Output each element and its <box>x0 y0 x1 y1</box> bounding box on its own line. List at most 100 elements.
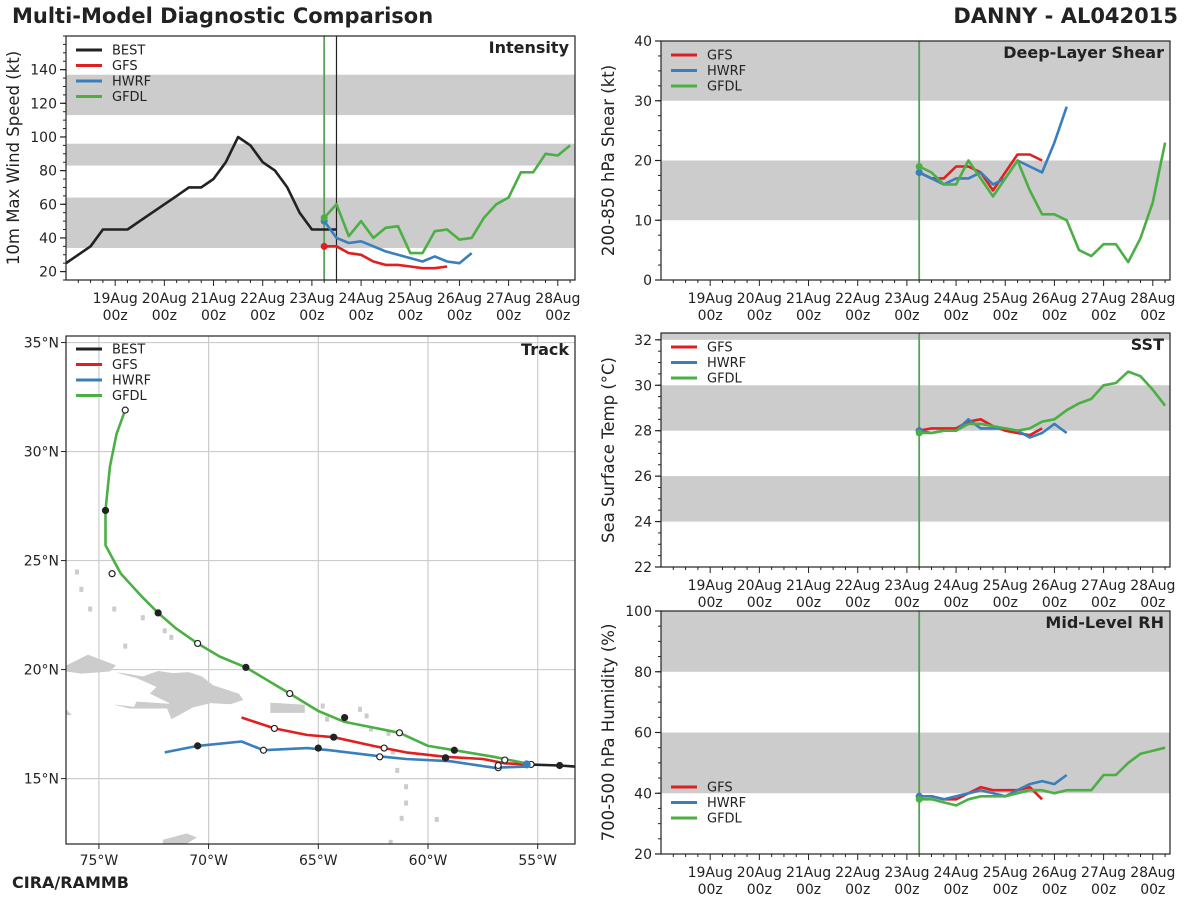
x-tick-label: 00z <box>201 308 226 324</box>
x-tick-label: 20Aug <box>142 291 187 307</box>
x-tick-label: 00z <box>398 308 423 324</box>
legend-label: BEST <box>112 343 145 358</box>
x-tick-label: 28Aug <box>1130 578 1175 594</box>
x-tick-label: 65°W <box>299 853 338 869</box>
credit-label: CIRA/RAMMB <box>12 873 129 892</box>
x-tick-label: 00z <box>698 308 723 324</box>
y-tick-label: 60 <box>39 197 57 213</box>
x-tick-label: 26Aug <box>1032 291 1077 307</box>
x-tick-label: 23Aug <box>884 865 929 881</box>
x-tick-label: 75°W <box>80 853 119 869</box>
x-tick-label: 00z <box>1042 882 1067 898</box>
series-line-gfdl <box>323 144 571 255</box>
panel-title: Mid-Level RH <box>1045 613 1164 632</box>
track-point-12z <box>270 724 279 733</box>
x-tick-label: 00z <box>845 308 870 324</box>
x-tick-label: 00z <box>993 882 1018 898</box>
series-start-point <box>320 214 328 222</box>
shaded-band <box>661 476 1170 522</box>
x-tick-label: 00z <box>796 308 821 324</box>
x-tick-label: 27Aug <box>1081 291 1126 307</box>
panel-title: SST <box>1131 335 1164 354</box>
y-tick-label: 40 <box>39 231 57 247</box>
x-tick-label: 19Aug <box>688 865 733 881</box>
legend-label: GFDL <box>707 80 743 95</box>
y-axis-label: Sea Surface Temp (°C) <box>599 357 618 543</box>
x-tick-label: 22Aug <box>835 865 880 881</box>
shaded-band <box>661 611 1170 672</box>
y-tick-label: 80 <box>634 665 652 681</box>
x-tick-label: 27Aug <box>1081 865 1126 881</box>
panel-title: Track <box>521 340 569 359</box>
x-tick-label: 00z <box>698 595 723 611</box>
x-tick-label: 25Aug <box>983 865 1028 881</box>
island <box>386 730 391 736</box>
legend-label: GFDL <box>112 90 148 105</box>
legend-label: GFDL <box>707 812 743 827</box>
x-tick-label: 20Aug <box>737 291 782 307</box>
track-point-00z <box>314 744 322 752</box>
legend-label: GFDL <box>112 389 148 404</box>
track-point-00z <box>154 609 162 617</box>
y-tick-label: 100 <box>625 604 652 620</box>
track-point-12z <box>194 639 202 648</box>
island <box>404 800 409 806</box>
x-tick-label: 23Aug <box>289 291 334 307</box>
legend-label: BEST <box>112 44 145 59</box>
shaded-band <box>66 143 575 166</box>
track-point-00z <box>242 663 250 671</box>
series-start-point <box>320 242 328 250</box>
y-tick-label: 15°N <box>24 772 59 788</box>
x-tick-label: 26Aug <box>1032 578 1077 594</box>
x-tick-label: 00z <box>1140 595 1165 611</box>
track-line-gfdl <box>104 409 532 766</box>
island <box>364 713 369 719</box>
x-tick-label: 00z <box>894 308 919 324</box>
y-tick-label: 100 <box>30 130 57 146</box>
panel-title: Intensity <box>489 38 570 57</box>
series-line-hwrf <box>323 220 473 265</box>
track-point-12z <box>395 729 404 737</box>
x-tick-label: 19Aug <box>93 291 138 307</box>
x-tick-label: 00z <box>993 595 1018 611</box>
legend-label: HWRF <box>707 796 746 811</box>
x-tick-label: 00z <box>545 308 570 324</box>
legend-label: HWRF <box>112 374 151 389</box>
panel-shear: 01020304019Aug00z20Aug00z21Aug00z22Aug00… <box>599 34 1175 324</box>
x-tick-label: 22Aug <box>240 291 285 307</box>
island <box>112 606 117 612</box>
x-tick-label: 00z <box>894 595 919 611</box>
x-tick-label: 27Aug <box>486 291 531 307</box>
x-tick-label: 28Aug <box>535 291 580 307</box>
storm-name: DANNY - AL042015 <box>953 4 1178 28</box>
x-tick-label: 00z <box>250 308 275 324</box>
island <box>325 716 330 722</box>
x-tick-label: 00z <box>747 308 772 324</box>
series-start-point <box>915 795 923 803</box>
x-tick-label: 24Aug <box>933 291 978 307</box>
x-tick-label: 00z <box>152 308 177 324</box>
x-tick-label: 00z <box>1042 308 1067 324</box>
x-tick-label: 00z <box>1091 882 1116 898</box>
current-position <box>522 760 531 769</box>
y-tick-label: 0 <box>643 273 652 289</box>
x-tick-label: 23Aug <box>884 291 929 307</box>
island <box>88 606 93 612</box>
x-tick-label: 21Aug <box>786 865 831 881</box>
plot-frame <box>65 335 576 845</box>
track-point-12z <box>286 689 294 698</box>
island <box>320 703 325 709</box>
track-point-12z <box>376 753 384 761</box>
y-tick-label: 140 <box>30 63 57 79</box>
island <box>140 615 145 621</box>
shaded-band <box>66 197 575 249</box>
y-tick-label: 40 <box>634 786 652 802</box>
x-tick-label: 00z <box>845 595 870 611</box>
land-venezuela <box>162 832 199 844</box>
land-puerto-rico <box>269 701 306 714</box>
land-jamaica <box>66 708 74 716</box>
series-line-gfdl <box>919 370 1167 435</box>
